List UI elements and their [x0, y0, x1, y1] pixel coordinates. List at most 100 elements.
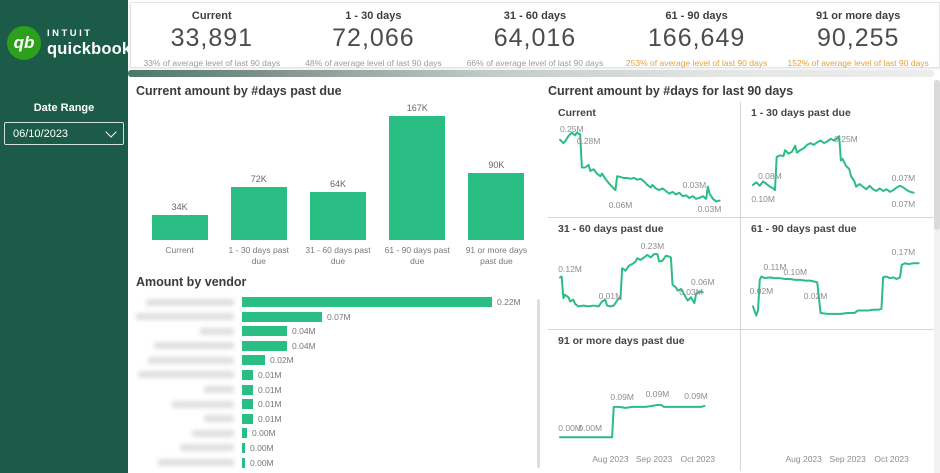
trend-cell[interactable]: Aug 2023 Sep 2023 Oct 2023 — [741, 330, 934, 471]
date-range-label: Date Range — [33, 102, 95, 114]
kpi-value: 72,066 — [332, 24, 415, 52]
kpi-subtext: 48% of average level of last 90 days — [305, 58, 442, 68]
redacted-text-blur — [204, 415, 234, 423]
bar-value-label: 90K — [488, 160, 505, 170]
annotation-label: 0.06M — [608, 199, 633, 210]
annotation-label: 0.03M — [679, 287, 703, 298]
vendor-name-redacted — [136, 356, 242, 364]
kpi-label: Current — [191, 10, 232, 22]
x-axis-label: Oct 2023 — [874, 454, 909, 464]
redacted-text-blur — [146, 298, 234, 306]
kpi-card: 91 or more days 90,255 152% of average lev… — [777, 3, 939, 68]
annotation-label: 0.17M — [891, 246, 916, 257]
vendor-bar[interactable] — [242, 369, 253, 380]
vendor-name-redacted — [136, 342, 242, 350]
annotation-label: 0.25M — [559, 124, 584, 135]
kpi-subtext: 253% of average level of last 90 days — [625, 58, 768, 68]
vendor-bar[interactable] — [242, 399, 253, 410]
vendor-bar[interactable] — [242, 340, 287, 351]
trend-cell-title: 31 - 60 days past due — [558, 223, 664, 235]
kpi-card: Current 33,891 33% of average level of las… — [131, 3, 293, 68]
vendor-row: 0.22M — [136, 297, 540, 307]
sparkline: 0.12M 0.01M 0.23M 0.06M 0.03M — [558, 240, 728, 323]
vendor-row: 0.04M — [136, 326, 540, 337]
kpi-value: 33,891 — [170, 24, 254, 52]
x-axis: Aug 2023 Sep 2023 Oct 2023 — [560, 454, 728, 467]
bar-chart-title: Current amount by #days past due — [136, 84, 342, 98]
bar-column: 90K 91 or more days past due — [457, 102, 536, 269]
brand: qb INTUIT quickbooks — [0, 0, 140, 60]
intuit-wordmark: INTUIT — [47, 28, 93, 39]
bar[interactable] — [310, 192, 366, 240]
vendor-value-label: 0.07M — [327, 311, 351, 322]
vendor-row: 0.00M — [136, 428, 540, 439]
bar-stack: 167K — [378, 102, 457, 240]
sparkline — [753, 352, 922, 450]
vendor-name-redacted — [136, 429, 242, 437]
trend-cell[interactable]: 61 - 90 days past due 0.02M 0.11M 0.10M 0.02… — [741, 218, 934, 330]
vendor-chart-title: Amount by vendor — [136, 275, 247, 289]
trend-cell[interactable]: Current 0.25M 0.28M 0.06M 0.03M 0.03M — [548, 102, 741, 218]
vendor-bar[interactable] — [242, 297, 492, 307]
kpi-label: 61 - 90 days — [665, 10, 728, 22]
vendor-value-label: 0.00M — [252, 428, 276, 439]
vendor-bar[interactable] — [242, 311, 322, 322]
trend-cell[interactable]: 91 or more days past due 0.00M 0.00M 0.09M 0… — [548, 330, 741, 471]
vendor-scrollbar[interactable] — [537, 299, 540, 468]
bar-category-label: Current — [165, 245, 194, 255]
annotation-label: 0.08M — [758, 171, 782, 182]
vendor-bar[interactable] — [242, 457, 245, 468]
annotation-label: 0.07M — [891, 199, 916, 210]
vendor-value-label: 0.01M — [258, 369, 282, 380]
vendor-bar[interactable] — [242, 326, 287, 337]
bar-stack: 72K — [219, 102, 298, 240]
date-range-select[interactable]: 06/10/2023 — [4, 122, 124, 145]
kpi-horizontal-scrollbar[interactable] — [128, 70, 934, 77]
trend-cell[interactable]: 1 - 30 days past due 0.08M 0.10M 0.25M 0.07M… — [741, 102, 934, 218]
vendor-row: 0.01M — [136, 384, 540, 395]
vendor-bar[interactable] — [242, 413, 253, 424]
bar-value-label: 34K — [171, 202, 188, 212]
trend-cell[interactable]: 31 - 60 days past due 0.12M 0.01M 0.23M 0.06… — [548, 218, 741, 330]
annotation-label: 0.11M — [763, 262, 787, 273]
bar[interactable] — [389, 116, 446, 240]
bar[interactable] — [230, 187, 287, 240]
annotation-label: 0.23M — [640, 240, 665, 251]
kpi-subtext: 33% of average level of last 90 days — [143, 58, 281, 68]
trend-grid: Current 0.25M 0.28M 0.06M 0.03M 0.03M 1 - 30 d… — [548, 102, 934, 471]
vendor-value-label: 0.22M — [497, 297, 521, 307]
vendor-row: 0.00M — [136, 457, 540, 468]
sparkline-line — [560, 124, 728, 211]
kpi-subtext: 66% of average level of last 90 days — [466, 58, 604, 68]
vendor-bar[interactable] — [242, 384, 253, 395]
x-axis-label: Sep 2023 — [829, 454, 866, 464]
bar[interactable] — [468, 173, 525, 240]
vendor-name-redacted — [136, 327, 242, 335]
annotation-label: 0.00M — [578, 423, 603, 434]
annotation-label: 0.10M — [751, 193, 775, 204]
bar[interactable] — [151, 215, 208, 240]
vendor-bar[interactable] — [242, 355, 265, 366]
sparkline: 0.25M 0.28M 0.06M 0.03M 0.03M — [559, 124, 728, 214]
vendor-name-redacted — [136, 459, 242, 467]
vendor-row: 0.01M — [136, 369, 540, 380]
page-scrollbar[interactable] — [934, 80, 940, 473]
annotation-label: 0.09M — [645, 389, 670, 400]
trend-cell-title: 91 or more days past due — [558, 335, 685, 347]
annotation-label: 0.02M — [803, 291, 828, 302]
bar-column: 64K 31 - 60 days past due — [298, 102, 377, 269]
trend-panel: Current amount by #days for last 90 days… — [548, 84, 934, 471]
vendor-name-redacted — [136, 371, 242, 379]
vendor-row: 0.02M — [136, 355, 540, 366]
sparkline: 0.02M 0.11M 0.10M 0.02M 0.17M — [750, 240, 922, 323]
vendor-value-label: 0.00M — [250, 442, 274, 453]
annotation-label: 0.03M — [682, 179, 707, 190]
vendor-bar[interactable] — [242, 442, 245, 453]
vendor-value-label: 0.01M — [258, 413, 282, 424]
kpi-card: 61 - 90 days 166,649 253% of average level… — [616, 3, 778, 68]
vendor-bar[interactable] — [242, 428, 247, 439]
annotation-label: 0.28M — [576, 136, 601, 147]
redacted-text-blur — [138, 371, 234, 379]
x-axis-label: Aug 2023 — [785, 454, 822, 464]
page-scrollbar-thumb[interactable] — [934, 80, 940, 230]
